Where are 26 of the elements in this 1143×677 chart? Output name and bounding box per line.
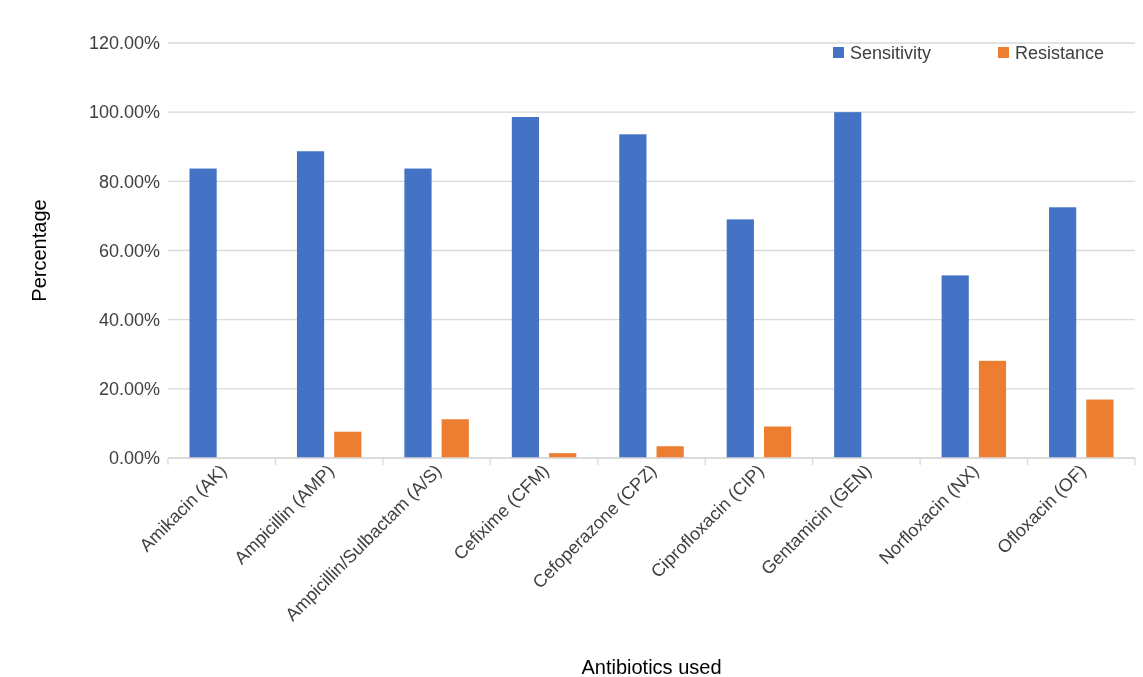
bar (726, 219, 754, 458)
y-tick-label: 80.00% (98, 171, 160, 192)
y-tick-label: 60.00% (98, 240, 160, 261)
bar (404, 168, 432, 458)
bar (978, 360, 1007, 458)
bar (1049, 207, 1077, 458)
x-axis-title: Antibiotics used (581, 656, 722, 677)
legend-label: Resistance (1015, 43, 1105, 64)
y-tick-label: 0.00% (108, 448, 160, 469)
y-axis-title: Percentage (28, 199, 50, 302)
legend-label: Sensitivity (850, 43, 932, 64)
bar (834, 112, 862, 458)
bar (296, 151, 325, 458)
bar (189, 168, 217, 458)
bar (941, 275, 969, 458)
bar (334, 431, 362, 458)
y-tick-label: 20.00% (98, 379, 160, 400)
y-tick-label: 100.00% (88, 102, 160, 123)
bar (1086, 399, 1114, 458)
y-tick-label: 40.00% (98, 309, 160, 330)
y-tick-label: 120.00% (88, 33, 160, 54)
bar (619, 134, 647, 458)
bar (441, 419, 469, 458)
bar (763, 426, 792, 458)
bar (656, 446, 684, 458)
bar (511, 117, 540, 458)
